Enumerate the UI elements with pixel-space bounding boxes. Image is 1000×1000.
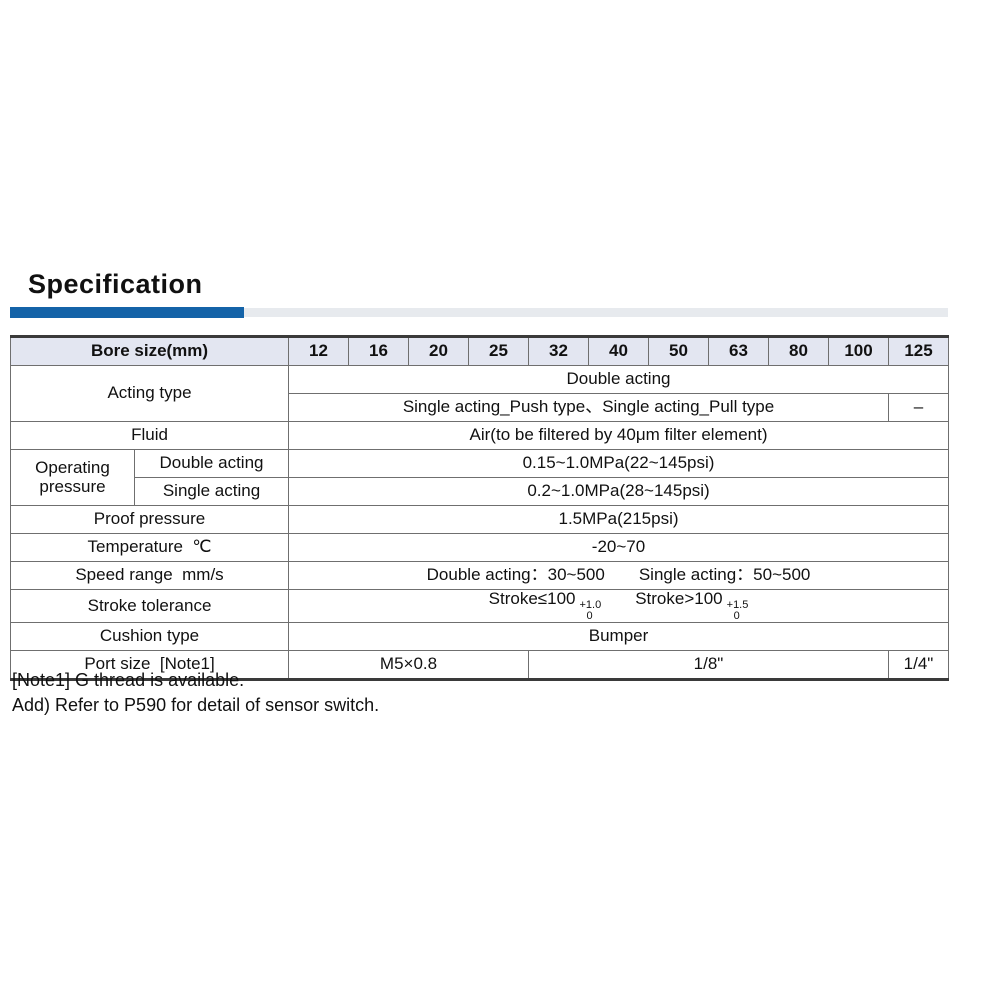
table-row-fluid: Fluid Air(to be filtered by 40μm filter …	[9, 421, 950, 450]
table-row-acting-type-double: Acting type Double acting	[9, 365, 950, 422]
stroke-tolerance-label: Stroke tolerance	[9, 589, 290, 623]
table-row-stroke-tolerance: Stroke tolerance Stroke≤100 +1.0 0 Stroke>1…	[9, 589, 950, 623]
bore-size-col: 16	[348, 336, 410, 366]
table-row-proof-pressure: Proof pressure 1.5MPa(215psi)	[9, 505, 950, 534]
acting-type-label: Acting type	[9, 365, 290, 422]
bore-size-col: 63	[708, 336, 770, 366]
bore-size-col: 125	[888, 336, 950, 366]
footnote-2: Add) Refer to P590 for detail of sensor …	[12, 695, 380, 715]
table-row-speed-range: Speed range mm/s Double acting：30~500 Sin…	[9, 561, 950, 590]
stroke-le-tolerance-lower: 0	[586, 610, 593, 622]
header-bore-size-label: Bore size(mm)	[9, 336, 290, 366]
bore-size-col: 25	[468, 336, 530, 366]
table-row-port-size: Port size [Note1] M5×0.8 1/8" 1/4"	[9, 650, 950, 680]
port-size-label: Port size [Note1]	[9, 650, 290, 680]
cushion-type-label: Cushion type	[9, 622, 290, 651]
table-row-cushion-type: Cushion type Bumper	[9, 622, 950, 651]
stroke-gt-tolerance: +1.5 0	[727, 600, 749, 622]
specification-table: Bore size(mm) 12 16 20 25 32 40 50 63 80…	[9, 335, 950, 681]
table-row-acting-type-single: Single acting_Push type、Single acting_Pu…	[11, 393, 950, 422]
table-row-header: Bore size(mm) 12 16 20 25 32 40 50 63 80…	[9, 336, 950, 366]
title-underline-gray	[244, 308, 948, 317]
title-underline-accent	[10, 307, 244, 318]
speed-range-label: Speed range mm/s	[9, 561, 290, 590]
acting-type-single-cell: Single acting_Push type、Single acting_Pu…	[288, 393, 890, 422]
operating-pressure-double-sublabel: Double acting	[133, 449, 290, 478]
speed-range-single-acting: Single acting：50~500	[638, 565, 811, 585]
stroke-gt-tolerance-upper: +1.5	[726, 599, 749, 611]
bore-size-col: 50	[648, 336, 710, 366]
temperature-label: Temperature ℃	[9, 533, 290, 562]
stroke-gt-tolerance-lower: 0	[733, 610, 740, 622]
fluid-label: Fluid	[9, 421, 290, 450]
proof-pressure-label: Proof pressure	[9, 505, 290, 534]
footnotes: [Note1] G thread is available. Add) Refe…	[12, 668, 379, 718]
fluid-value-cell: Air(to be filtered by 40μm filter elemen…	[288, 421, 950, 450]
title-underline	[10, 307, 948, 319]
bore-size-col: 80	[768, 336, 830, 366]
port-size-1-8-cell: 1/8"	[528, 650, 890, 680]
bore-size-col: 40	[588, 336, 650, 366]
acting-type-single-125-cell: –	[888, 393, 950, 422]
operating-pressure-label: Operating pressure	[10, 449, 135, 506]
cushion-type-value-cell: Bumper	[288, 622, 950, 651]
bore-size-col: 32	[528, 336, 590, 366]
bore-size-col: 20	[408, 336, 470, 366]
stroke-le-tolerance-upper: +1.0	[579, 599, 602, 611]
stroke-gt-100: Stroke>100	[635, 589, 723, 608]
stroke-le-100: Stroke≤100	[488, 589, 576, 608]
operating-pressure-double-value-cell: 0.15~1.0MPa(22~145psi)	[288, 449, 950, 478]
stroke-tolerance-value-cell: Stroke≤100 +1.0 0 Stroke>100 +1.5 0	[288, 589, 950, 623]
speed-range-value-cell: Double acting：30~500 Single acting：50~500	[288, 561, 950, 590]
acting-type-double-cell: Double acting	[288, 365, 950, 394]
stroke-le-tolerance: +1.0 0	[579, 600, 601, 622]
table-row-operating-pressure-double: Operating pressure Double acting 0.15~1.…	[10, 449, 950, 506]
port-size-m5-cell: M5×0.8	[288, 650, 530, 680]
operating-pressure-single-sublabel: Single acting	[133, 477, 290, 506]
bore-size-col: 100	[828, 336, 890, 366]
port-size-1-4-cell: 1/4"	[888, 650, 950, 680]
temperature-value-cell: -20~70	[288, 533, 950, 562]
table-row-operating-pressure-single: Single acting 0.2~1.0MPa(28~145psi)	[11, 477, 950, 506]
operating-pressure-single-value-cell: 0.2~1.0MPa(28~145psi)	[288, 477, 950, 506]
speed-range-double-acting: Double acting：30~500	[426, 565, 605, 585]
footnote-1: [Note1] G thread is available.	[12, 670, 245, 690]
proof-pressure-value-cell: 1.5MPa(215psi)	[288, 505, 950, 534]
table-row-temperature: Temperature ℃ -20~70	[9, 533, 950, 562]
page-title: Specification	[28, 269, 203, 299]
bore-size-col: 12	[288, 336, 350, 366]
